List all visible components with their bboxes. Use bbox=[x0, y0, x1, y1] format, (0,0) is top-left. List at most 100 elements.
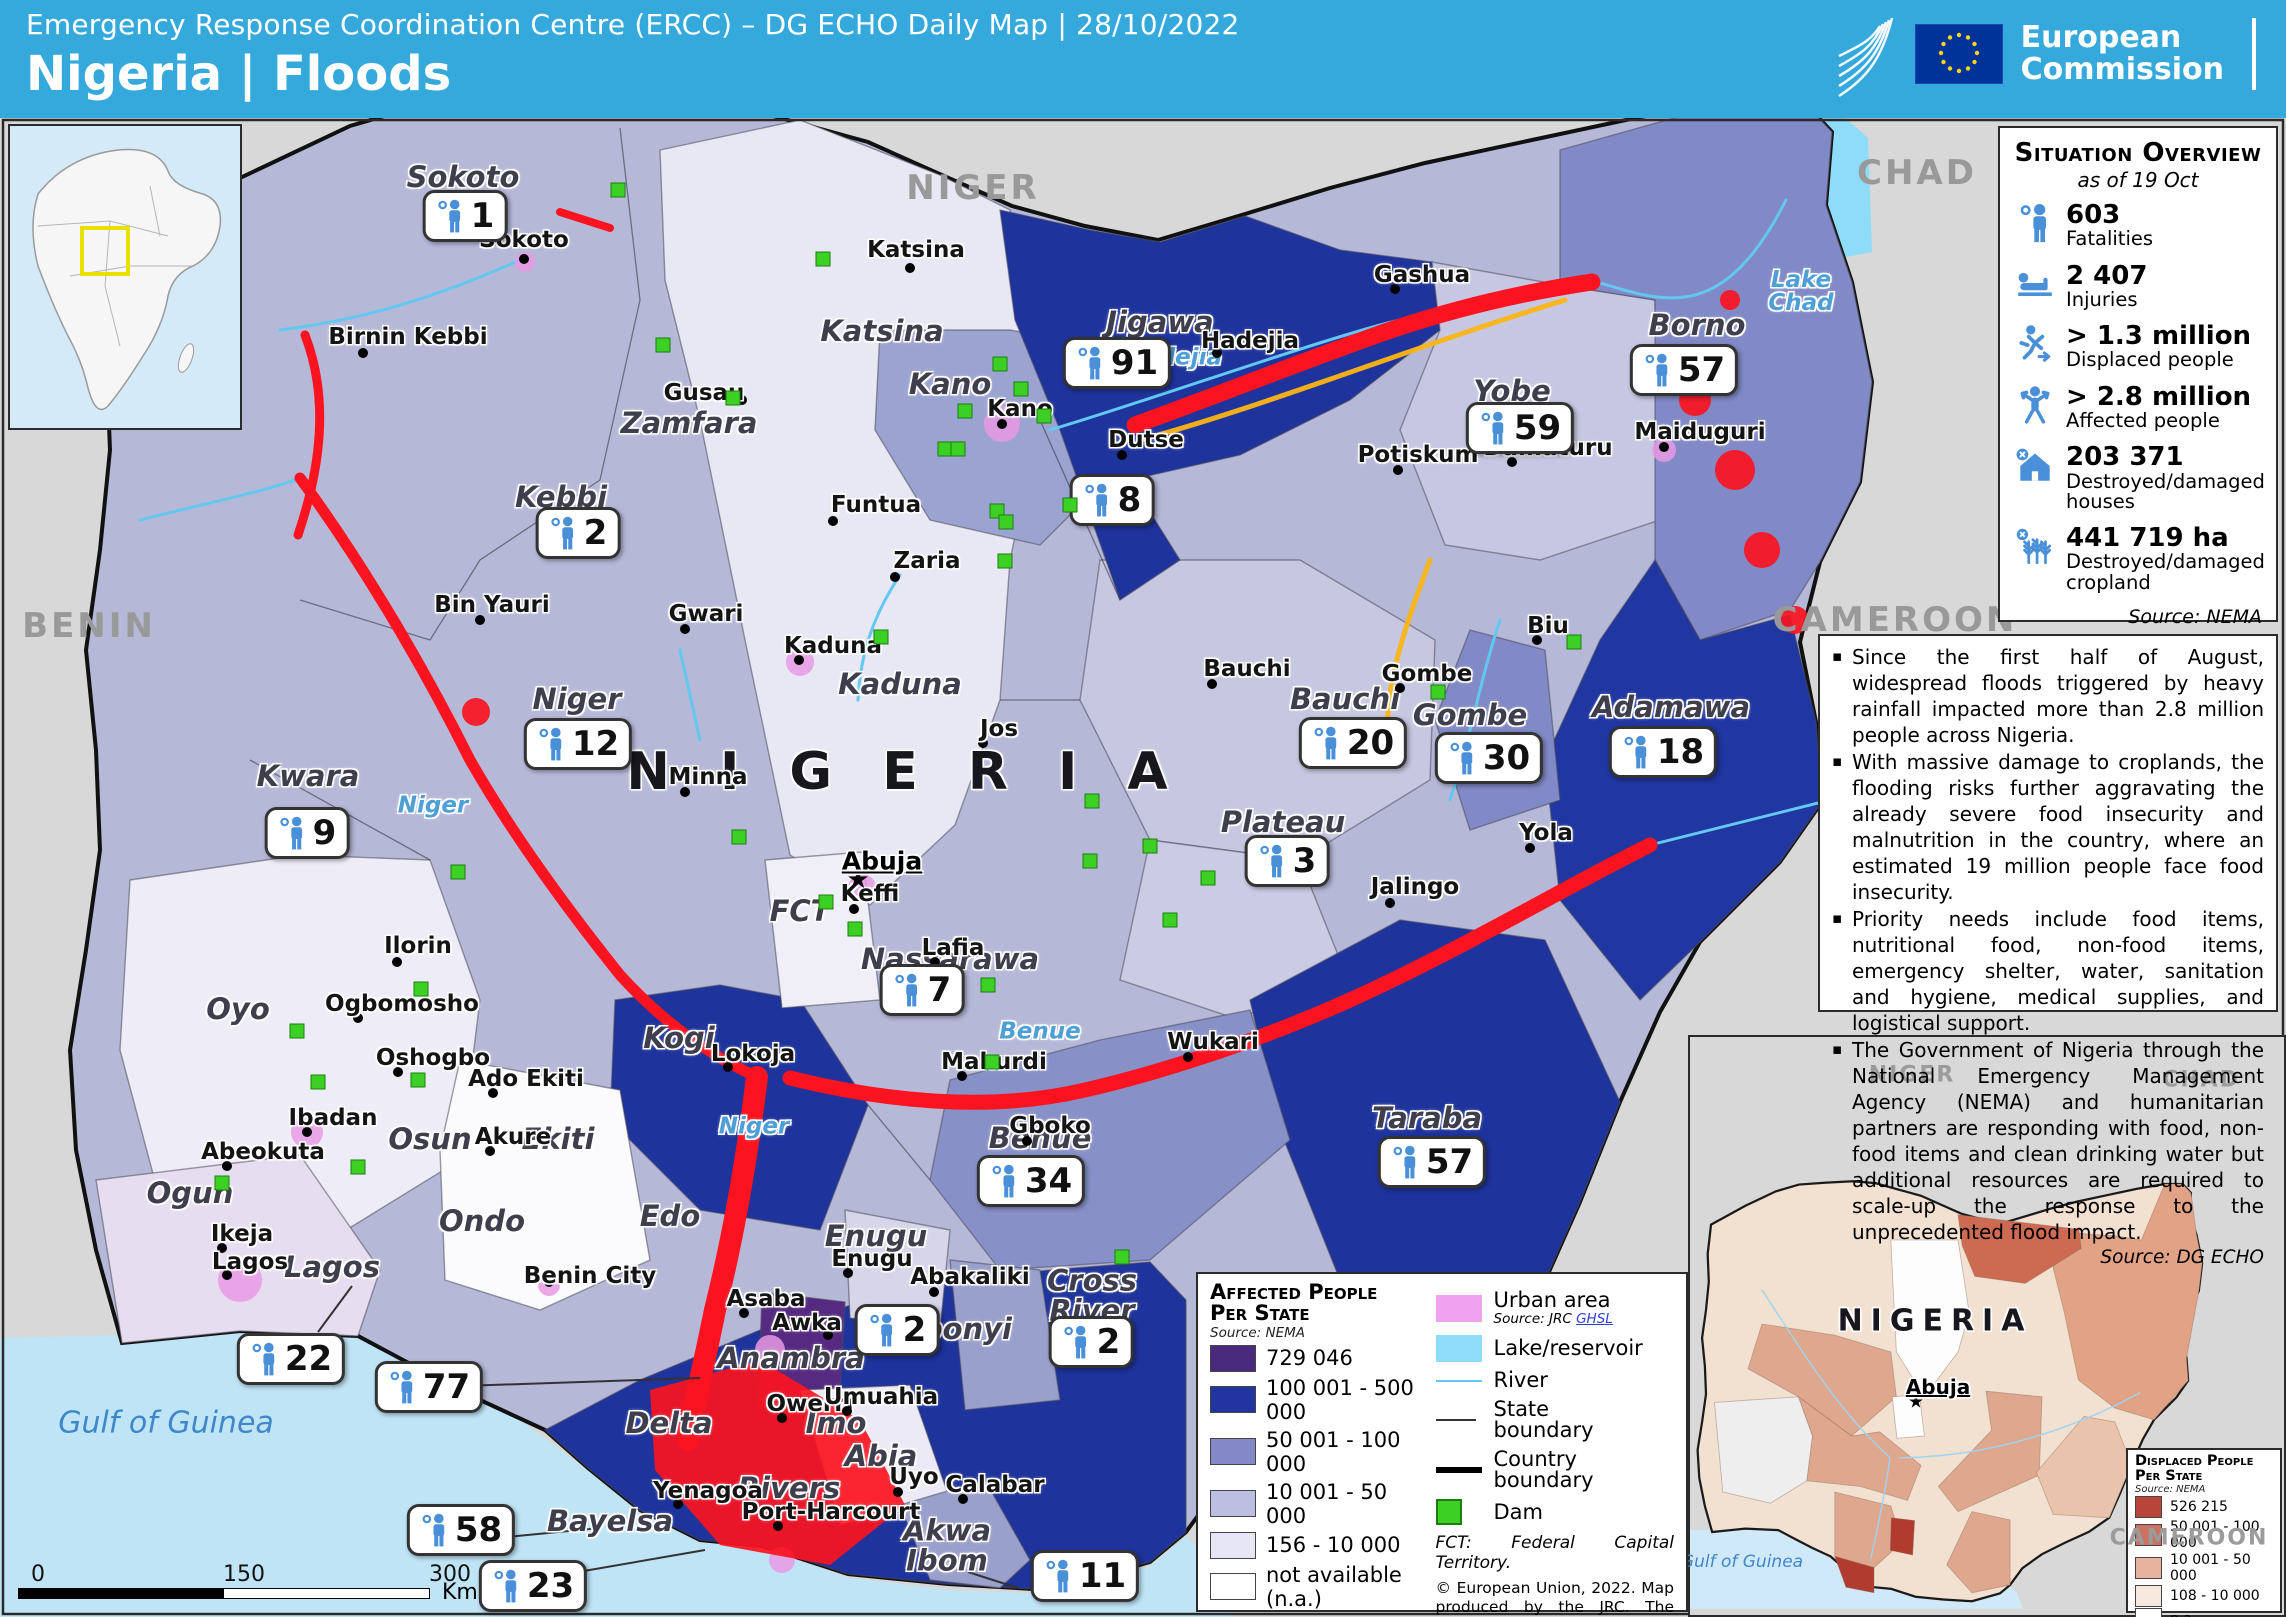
legend-swatch bbox=[1210, 1531, 1256, 1559]
overview-item-affected-people: > 2.8 million Affected people bbox=[2014, 381, 2262, 432]
displaced-class-526-215: 526 215 bbox=[2135, 1495, 2273, 1518]
scale-tick: 300 bbox=[429, 1562, 471, 1587]
european-commission-logo: European Commission bbox=[1837, 8, 2256, 100]
note-bullet-3: ▪ Priority needs include food items, nutr… bbox=[1832, 906, 2264, 1036]
page-title: Nigeria | Floods bbox=[26, 46, 452, 102]
source-link[interactable]: GHSL bbox=[1576, 1311, 1613, 1327]
source-text: Source: JRC bbox=[1493, 1311, 1577, 1327]
overview-item-destroyed-damaged-cropland: 441 719 ha Destroyed/damaged cropland bbox=[2014, 524, 2265, 594]
overview-label: Fatalities bbox=[2066, 227, 2154, 251]
lake-icon bbox=[1435, 1335, 1482, 1362]
situation-overview-panel: Situation Overview as of 19 Oct 603 Fatal… bbox=[1998, 126, 2278, 628]
overview-value: 2 407 bbox=[2066, 260, 2148, 291]
overview-source: Source: NEMA bbox=[2128, 605, 2262, 628]
legend-class-label: n.a. bbox=[2170, 1611, 2196, 1617]
destroyed-houses-icon bbox=[2014, 444, 2066, 490]
overview-item-destroyed-damaged-houses: 203 371 Destroyed/damaged houses bbox=[2014, 443, 2265, 513]
overview-label: Affected people bbox=[2066, 408, 2220, 432]
overview-title: Situation Overview bbox=[2014, 138, 2262, 168]
note-text: Priority needs include food items, nutri… bbox=[1852, 907, 2264, 1035]
overview-items: 603 Fatalities 2 407 Injuries > 1.3 million D… bbox=[2014, 200, 2265, 594]
legend-source: Source: NEMA bbox=[1210, 1324, 1306, 1341]
overview-item-text: > 2.8 million Affected people bbox=[2066, 381, 2252, 432]
legend-swatch bbox=[1210, 1386, 1256, 1414]
scale-ticks: 0 150 300 bbox=[18, 1562, 488, 1588]
legend-swatch bbox=[1210, 1344, 1256, 1372]
destroyed-cropland-icon bbox=[2014, 525, 2066, 571]
affected-class-10-001-50-000: 10 001 - 50 000 bbox=[1210, 1480, 1422, 1528]
overview-item-fatalities: 603 Fatalities bbox=[2014, 200, 2262, 251]
strapline: Emergency Response Coordination Centre (… bbox=[26, 8, 1240, 41]
copyright-note: © European Union, 2022. Map produced by … bbox=[1435, 1579, 1675, 1617]
river-icon bbox=[1435, 1379, 1482, 1382]
legend-swatch bbox=[2135, 1495, 2162, 1518]
legend-symbols: Urban area Source: JRC GHSL Lake/reservoir… bbox=[1435, 1288, 1675, 1525]
dam-symbol-swatch bbox=[1435, 1499, 1482, 1525]
legend-symbol-label: Urban area bbox=[1493, 1288, 1611, 1312]
displaced-class-50-001-100-000: 50 001 - 100 000 bbox=[2135, 1519, 2273, 1551]
note-bullet-2: ▪ With massive damage to croplands, the f… bbox=[1832, 749, 2264, 905]
legend-class-label: 526 215 bbox=[2170, 1498, 2228, 1515]
situation-notes-panel: ▪ Since the first half of August, widespr… bbox=[1818, 634, 2278, 1268]
urban-icon bbox=[1435, 1295, 1482, 1322]
scale-bar: 0 150 300 Km bbox=[18, 1562, 488, 1605]
fatalities-icon bbox=[2014, 202, 2066, 248]
legend-symbol-label: Country boundary bbox=[1493, 1447, 1594, 1492]
displaced-people-icon bbox=[2014, 323, 2066, 369]
overview-label: Destroyed/damaged cropland bbox=[2066, 550, 2265, 594]
legend-symbol-sub: Source: JRC GHSL bbox=[1494, 1311, 1613, 1327]
overview-value: > 2.8 million bbox=[2066, 381, 2252, 412]
note-bullet-4: ▪ The Government of Nigeria through the N… bbox=[1832, 1037, 2264, 1245]
legend-symbol-text: Lake/reservoir bbox=[1494, 1338, 1643, 1359]
inset-legend: Displaced People Per State Source: NEMA … bbox=[2126, 1448, 2282, 1617]
affected-class-729-046: 729 046 bbox=[1210, 1344, 1422, 1372]
nigeria-extent-frame bbox=[80, 226, 130, 276]
logo-divider bbox=[2252, 18, 2256, 90]
note-text: The Government of Nigeria through the Na… bbox=[1852, 1038, 2264, 1244]
note-bullet-1: ▪ Since the first half of August, widespr… bbox=[1832, 644, 2264, 748]
country-symbol-swatch bbox=[1435, 1467, 1482, 1473]
scale-bar-graphic bbox=[18, 1588, 430, 1599]
affected-class-not-available-n-a-: not available (n.a.) bbox=[1210, 1563, 1422, 1611]
legend-panel: Affected People Per State Source: NEMA 7… bbox=[1196, 1272, 1688, 1617]
legend-symbol-country-boundary: Country boundary bbox=[1435, 1447, 1675, 1492]
scale-tick: 150 bbox=[223, 1562, 265, 1587]
legend-class-label: 10 001 - 50 000 bbox=[1266, 1479, 1388, 1528]
affected-class-50-001-100-000: 50 001 - 100 000 bbox=[1210, 1428, 1422, 1476]
inset-legend-source: Source: NEMA bbox=[2135, 1483, 2206, 1495]
overview-value: > 1.3 million bbox=[2066, 321, 2252, 352]
legend-symbol-river: River bbox=[1435, 1370, 1675, 1391]
injuries-icon bbox=[2014, 263, 2066, 309]
logo-text: European Commission bbox=[2020, 19, 2224, 87]
overview-label: Injuries bbox=[2066, 287, 2138, 311]
legend-swatch bbox=[1210, 1573, 1256, 1601]
overview-label: Displaced people bbox=[2066, 348, 2234, 372]
displaced-people-inset-map: Displaced People Per State Source: NEMA … bbox=[1688, 1035, 2286, 1617]
legend-class-label: 50 001 - 100 000 bbox=[1266, 1427, 1401, 1476]
africa-locator-map bbox=[8, 124, 242, 430]
legend-class-label: 729 046 bbox=[1266, 1346, 1353, 1371]
legend-class-label: not available (n.a.) bbox=[1266, 1562, 1402, 1611]
legend-class-label: 156 - 10 000 bbox=[1266, 1533, 1401, 1558]
overview-asof: as of 19 Oct bbox=[2077, 168, 2199, 192]
lake-symbol-swatch bbox=[1435, 1335, 1482, 1362]
river-symbol-swatch bbox=[1435, 1379, 1482, 1382]
legend-classes: 729 046 100 001 - 500 000 50 001 - 100 000… bbox=[1210, 1344, 1422, 1611]
legend-symbol-text: Urban area Source: JRC GHSL bbox=[1493, 1288, 1613, 1328]
legend-swatch bbox=[2135, 1523, 2162, 1546]
legend-swatch bbox=[2135, 1607, 2162, 1617]
country-icon bbox=[1435, 1467, 1482, 1473]
legend-symbol-lake-reservoir: Lake/reservoir bbox=[1435, 1335, 1675, 1362]
legend-swatch bbox=[2135, 1584, 2162, 1607]
legend-title: Affected People Per State bbox=[1210, 1280, 1378, 1326]
bullet-marker: ▪ bbox=[1832, 647, 1843, 665]
legend-symbol-text: State boundary bbox=[1494, 1399, 1594, 1441]
inset-legend-classes: 526 215 50 001 - 100 000 10 001 - 50 000 10… bbox=[2135, 1495, 2273, 1617]
notes-list: ▪ Since the first half of August, widespr… bbox=[1832, 644, 2264, 1245]
overview-value: 603 bbox=[2066, 200, 2121, 230]
legend-symbol-urban-area: Urban area Source: JRC GHSL bbox=[1435, 1288, 1675, 1328]
legend-symbol-label: Lake/reservoir bbox=[1493, 1336, 1643, 1360]
overview-item-text: > 1.3 million Displaced people bbox=[2066, 321, 2252, 372]
overview-label: Destroyed/damaged houses bbox=[2066, 469, 2265, 513]
